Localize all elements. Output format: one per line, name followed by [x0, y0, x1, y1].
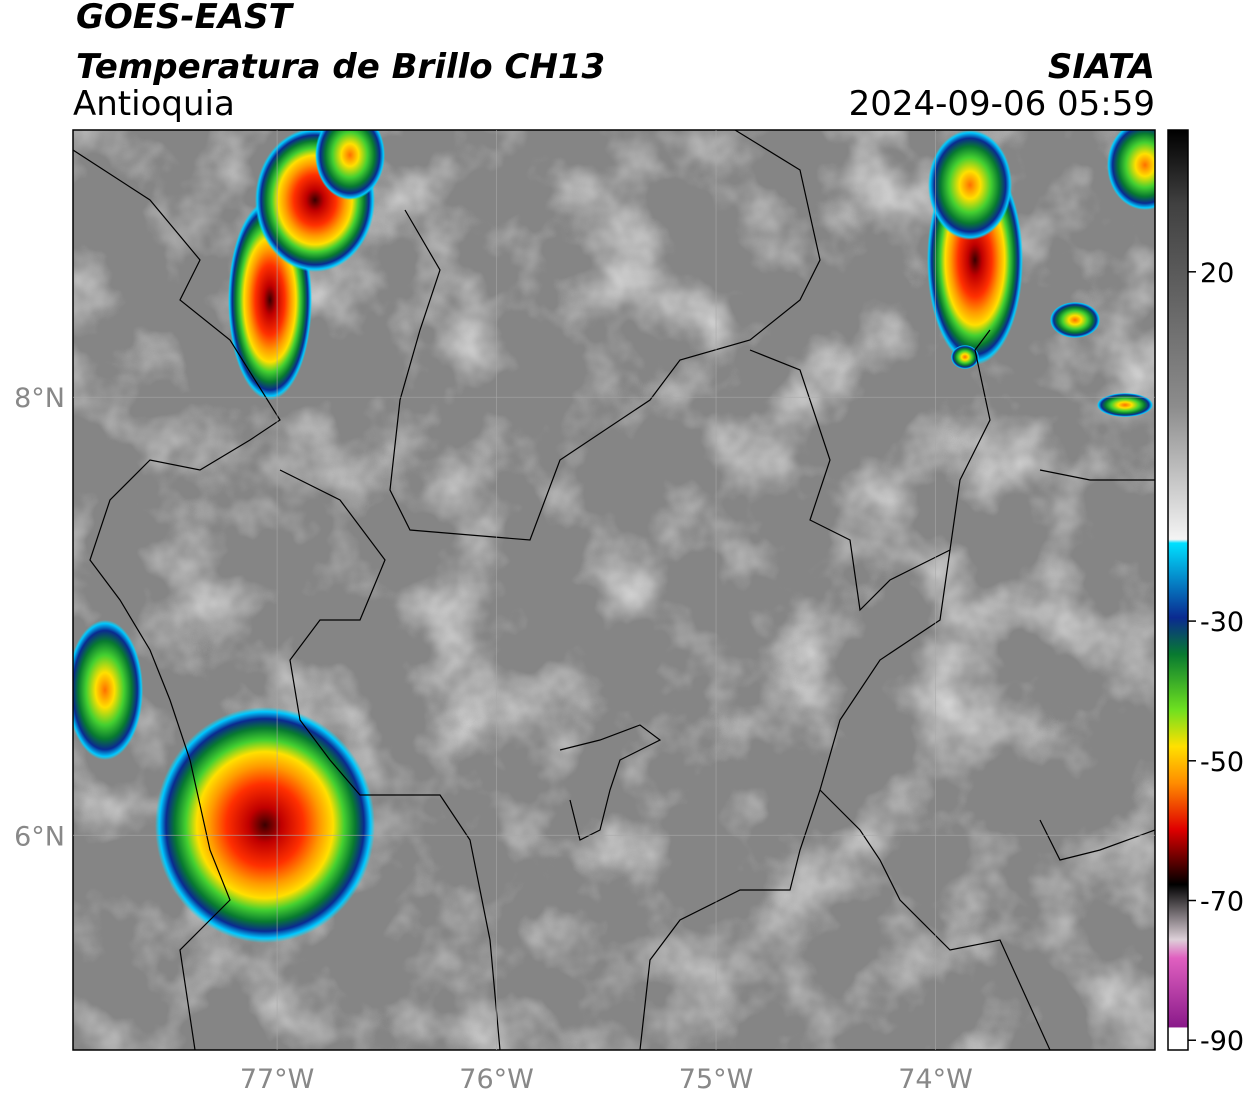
satellite-image [73, 130, 1155, 1050]
colorbar-tick-label: 20 [1200, 258, 1234, 289]
colorbar-tick-label: -70 [1200, 887, 1244, 918]
y-tick-label: 8°N [14, 383, 65, 414]
subtitle: Temperatura de Brillo CH13 [76, 47, 605, 87]
colorbar [1167, 129, 1189, 1051]
map-frame [72, 129, 1156, 1051]
source: SIATA [1048, 47, 1155, 87]
colorbar-tick-label: -90 [1200, 1026, 1244, 1057]
datetime: 2024-09-06 05:59 [849, 84, 1155, 124]
y-tick-label: 6°N [14, 821, 65, 852]
x-tick-label: 76°W [459, 1064, 534, 1095]
colorbar-tick-label: -30 [1200, 607, 1244, 638]
region: Antioquia [73, 84, 235, 124]
x-tick-label: 77°W [240, 1064, 315, 1095]
x-tick-label: 74°W [898, 1064, 973, 1095]
x-tick-label: 75°W [679, 1064, 754, 1095]
colorbar-tick-label: -50 [1200, 747, 1244, 778]
title: GOES-EAST [76, 0, 295, 37]
